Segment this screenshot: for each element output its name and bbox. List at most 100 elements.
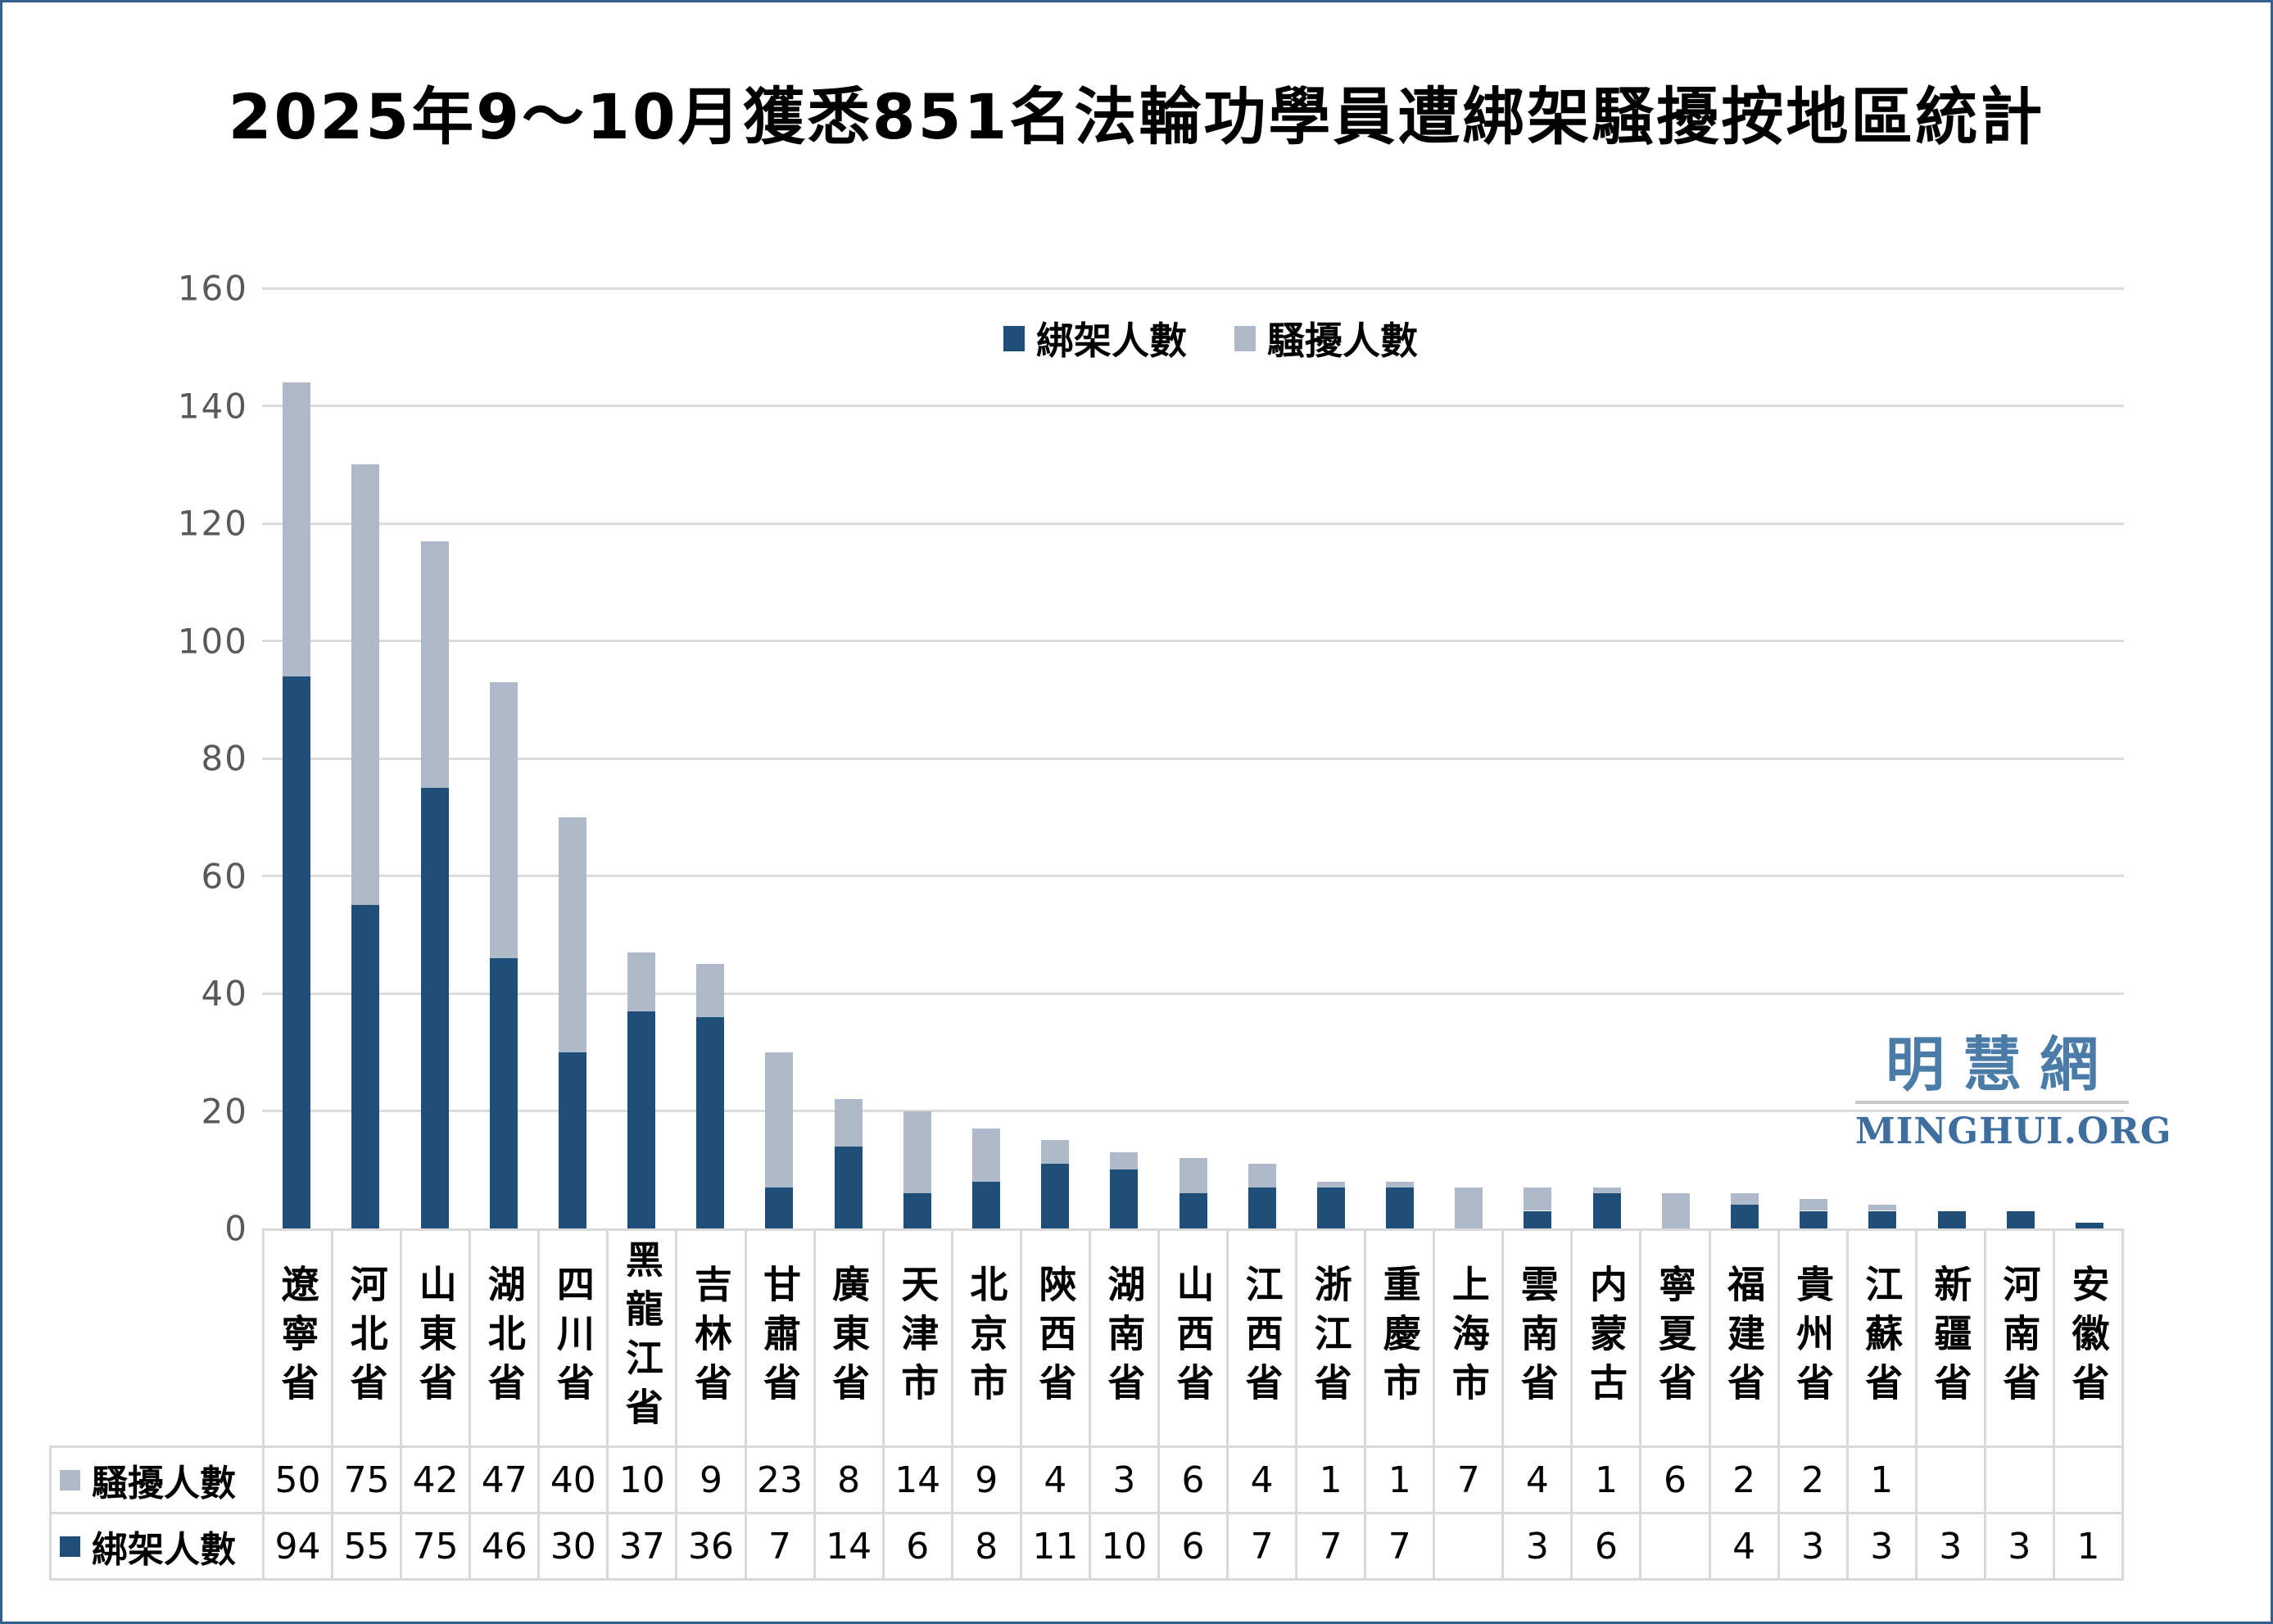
x-axis-category-cell: 江西省 [1229, 1231, 1296, 1445]
chart-title: 2025年9～10月獲悉851名法輪功學員遭綁架騷擾按地區統計 [228, 80, 2045, 153]
bar-segment-harassed [1455, 1187, 1483, 1228]
table-value-cell-harassed: 6 [1641, 1448, 1709, 1512]
harassed-swatch-icon [1234, 325, 1256, 351]
table-value-cell-harassed: 23 [746, 1448, 813, 1512]
bar-segment-kidnapped [558, 1052, 586, 1229]
table-value-cell-kidnapped: 75 [402, 1514, 469, 1578]
bar-segment-harassed [696, 964, 725, 1017]
x-axis-category-cell: 河南省 [1985, 1231, 2053, 1445]
table-value-cell-kidnapped: 8 [953, 1514, 1020, 1578]
x-axis-category-cell: 四川省 [540, 1231, 607, 1445]
minghui-logo-url: MINGHUI.ORG [1855, 1111, 2172, 1153]
y-axis-tick-label: 120 [177, 503, 248, 544]
x-axis-category-cell: 遼寧省 [265, 1231, 332, 1445]
bar-segment-kidnapped [1868, 1210, 1897, 1228]
x-axis-category-cell: 内蒙古 [1573, 1231, 1640, 1445]
gridline [262, 992, 2124, 995]
legend-label-kidnapped: 綁架人數 [1036, 319, 1187, 363]
table-row-label-text: 騷擾人數 [92, 1463, 236, 1504]
table-value-cell-harassed: 42 [402, 1448, 469, 1512]
bar-segment-harassed [1110, 1151, 1139, 1170]
table-value-cell-kidnapped: 11 [1021, 1514, 1089, 1578]
data-table: 遼寧省 河北省 山東省 湖北省 四川省 黑龍江省 吉林省 甘肅省 廣東省 天津市 北京市 陝西省 湖南省… [262, 1228, 2124, 1581]
table-value-cell-kidnapped: 37 [609, 1514, 676, 1578]
y-axis-tick-label: 160 [177, 268, 248, 309]
table-value-cell-kidnapped: 3 [1985, 1514, 2053, 1578]
bar-segment-harassed [489, 681, 518, 958]
bar-segment-harassed [1800, 1199, 1828, 1211]
x-axis-category-cell: 浙江省 [1297, 1231, 1365, 1445]
x-axis-category-cell: 江蘇省 [1848, 1231, 1915, 1445]
watermark-divider [1855, 1101, 2129, 1105]
bar-segment-kidnapped [1247, 1187, 1276, 1228]
bar-segment-harassed [1041, 1140, 1070, 1165]
table-value-cell-harassed: 10 [609, 1448, 676, 1512]
table-value-cell-kidnapped: 30 [540, 1514, 607, 1578]
table-value-cell-harassed: 50 [265, 1448, 332, 1512]
table-value-cell-harassed [1917, 1448, 1984, 1512]
table-value-cell-harassed: 1 [1848, 1448, 1915, 1512]
table-value-cell-harassed: 14 [884, 1448, 951, 1512]
x-axis-category-cell: 北京市 [953, 1231, 1020, 1445]
table-value-cell-harassed: 9 [953, 1448, 1020, 1512]
bar-segment-harassed [1661, 1193, 1690, 1228]
table-value-cell-kidnapped: 7 [1366, 1514, 1433, 1578]
bar-segment-harassed [1316, 1181, 1345, 1187]
x-axis-category-cell: 安徽省 [2054, 1231, 2121, 1445]
bar-segment-harassed [1247, 1164, 1276, 1187]
table-row-label-text: 綁架人數 [92, 1529, 236, 1571]
legend-item-harassed: 騷擾人數 [1234, 311, 1418, 365]
x-axis-category-cell: 天津市 [884, 1231, 951, 1445]
x-axis-category-cell: 貴州省 [1779, 1231, 1846, 1445]
gridline [262, 522, 2124, 525]
table-value-cell-kidnapped: 1 [2054, 1514, 2121, 1578]
table-value-cell-harassed: 8 [815, 1448, 882, 1512]
table-value-cell-harassed: 3 [1090, 1448, 1157, 1512]
table-value-cell-harassed: 47 [471, 1448, 538, 1512]
table-value-cell-harassed: 1 [1297, 1448, 1365, 1512]
table-value-cell-harassed: 1 [1573, 1448, 1640, 1512]
table-value-cell-kidnapped: 7 [1229, 1514, 1296, 1578]
y-axis-tick-label: 60 [201, 856, 248, 896]
bar-segment-kidnapped [1386, 1187, 1415, 1228]
table-value-cell-kidnapped: 94 [265, 1514, 332, 1578]
x-axis-category-cell: 寧夏省 [1641, 1231, 1709, 1445]
table-value-cell-kidnapped: 4 [1710, 1514, 1777, 1578]
bar-segment-kidnapped [1800, 1210, 1828, 1228]
table-value-cell-harassed: 4 [1504, 1448, 1571, 1512]
x-axis-category-cell: 山西省 [1159, 1231, 1227, 1445]
table-value-cell-harassed: 4 [1229, 1448, 1296, 1512]
table-value-cell-harassed: 7 [1435, 1448, 1502, 1512]
bar-segment-kidnapped [971, 1181, 1000, 1228]
table-value-cell-harassed: 1 [1366, 1448, 1433, 1512]
x-axis-category-cell: 新疆省 [1917, 1231, 1984, 1445]
legend-label-harassed: 騷擾人數 [1267, 319, 1418, 363]
bar-segment-harassed [1868, 1205, 1897, 1211]
gridline [262, 287, 2124, 290]
bar-segment-harassed [834, 1099, 863, 1147]
bar-segment-harassed [971, 1129, 1000, 1182]
bar-segment-kidnapped [1731, 1205, 1759, 1228]
y-axis-tick-label: 40 [201, 973, 248, 1014]
y-axis-tick-label: 140 [177, 386, 248, 426]
bar-segment-kidnapped [1524, 1210, 1552, 1228]
table-row-label-harassed: 騷擾人數 [49, 1445, 262, 1514]
bar-segment-kidnapped [351, 905, 380, 1228]
gridline [262, 1110, 2124, 1112]
bar-segment-harassed [1592, 1187, 1621, 1193]
table-row-label-kidnapped: 綁架人數 [49, 1512, 262, 1581]
bar-segment-kidnapped [1937, 1210, 1966, 1228]
bar-segment-kidnapped [420, 787, 449, 1228]
table-value-cell-kidnapped: 10 [1090, 1514, 1157, 1578]
bar-segment-kidnapped [627, 1011, 655, 1228]
x-axis-category-cell: 福建省 [1710, 1231, 1777, 1445]
bar-segment-kidnapped [1110, 1169, 1139, 1229]
x-axis-category-cell: 甘肅省 [746, 1231, 813, 1445]
table-value-cell-kidnapped [1435, 1514, 1502, 1578]
x-axis-category-cell: 陝西省 [1021, 1231, 1089, 1445]
x-axis-category-cell: 湖南省 [1090, 1231, 1157, 1445]
table-value-cell-harassed [2054, 1448, 2121, 1512]
bar-segment-harassed [1386, 1181, 1415, 1187]
bar-segment-harassed [627, 952, 655, 1011]
table-value-cell-kidnapped: 3 [1779, 1514, 1846, 1578]
